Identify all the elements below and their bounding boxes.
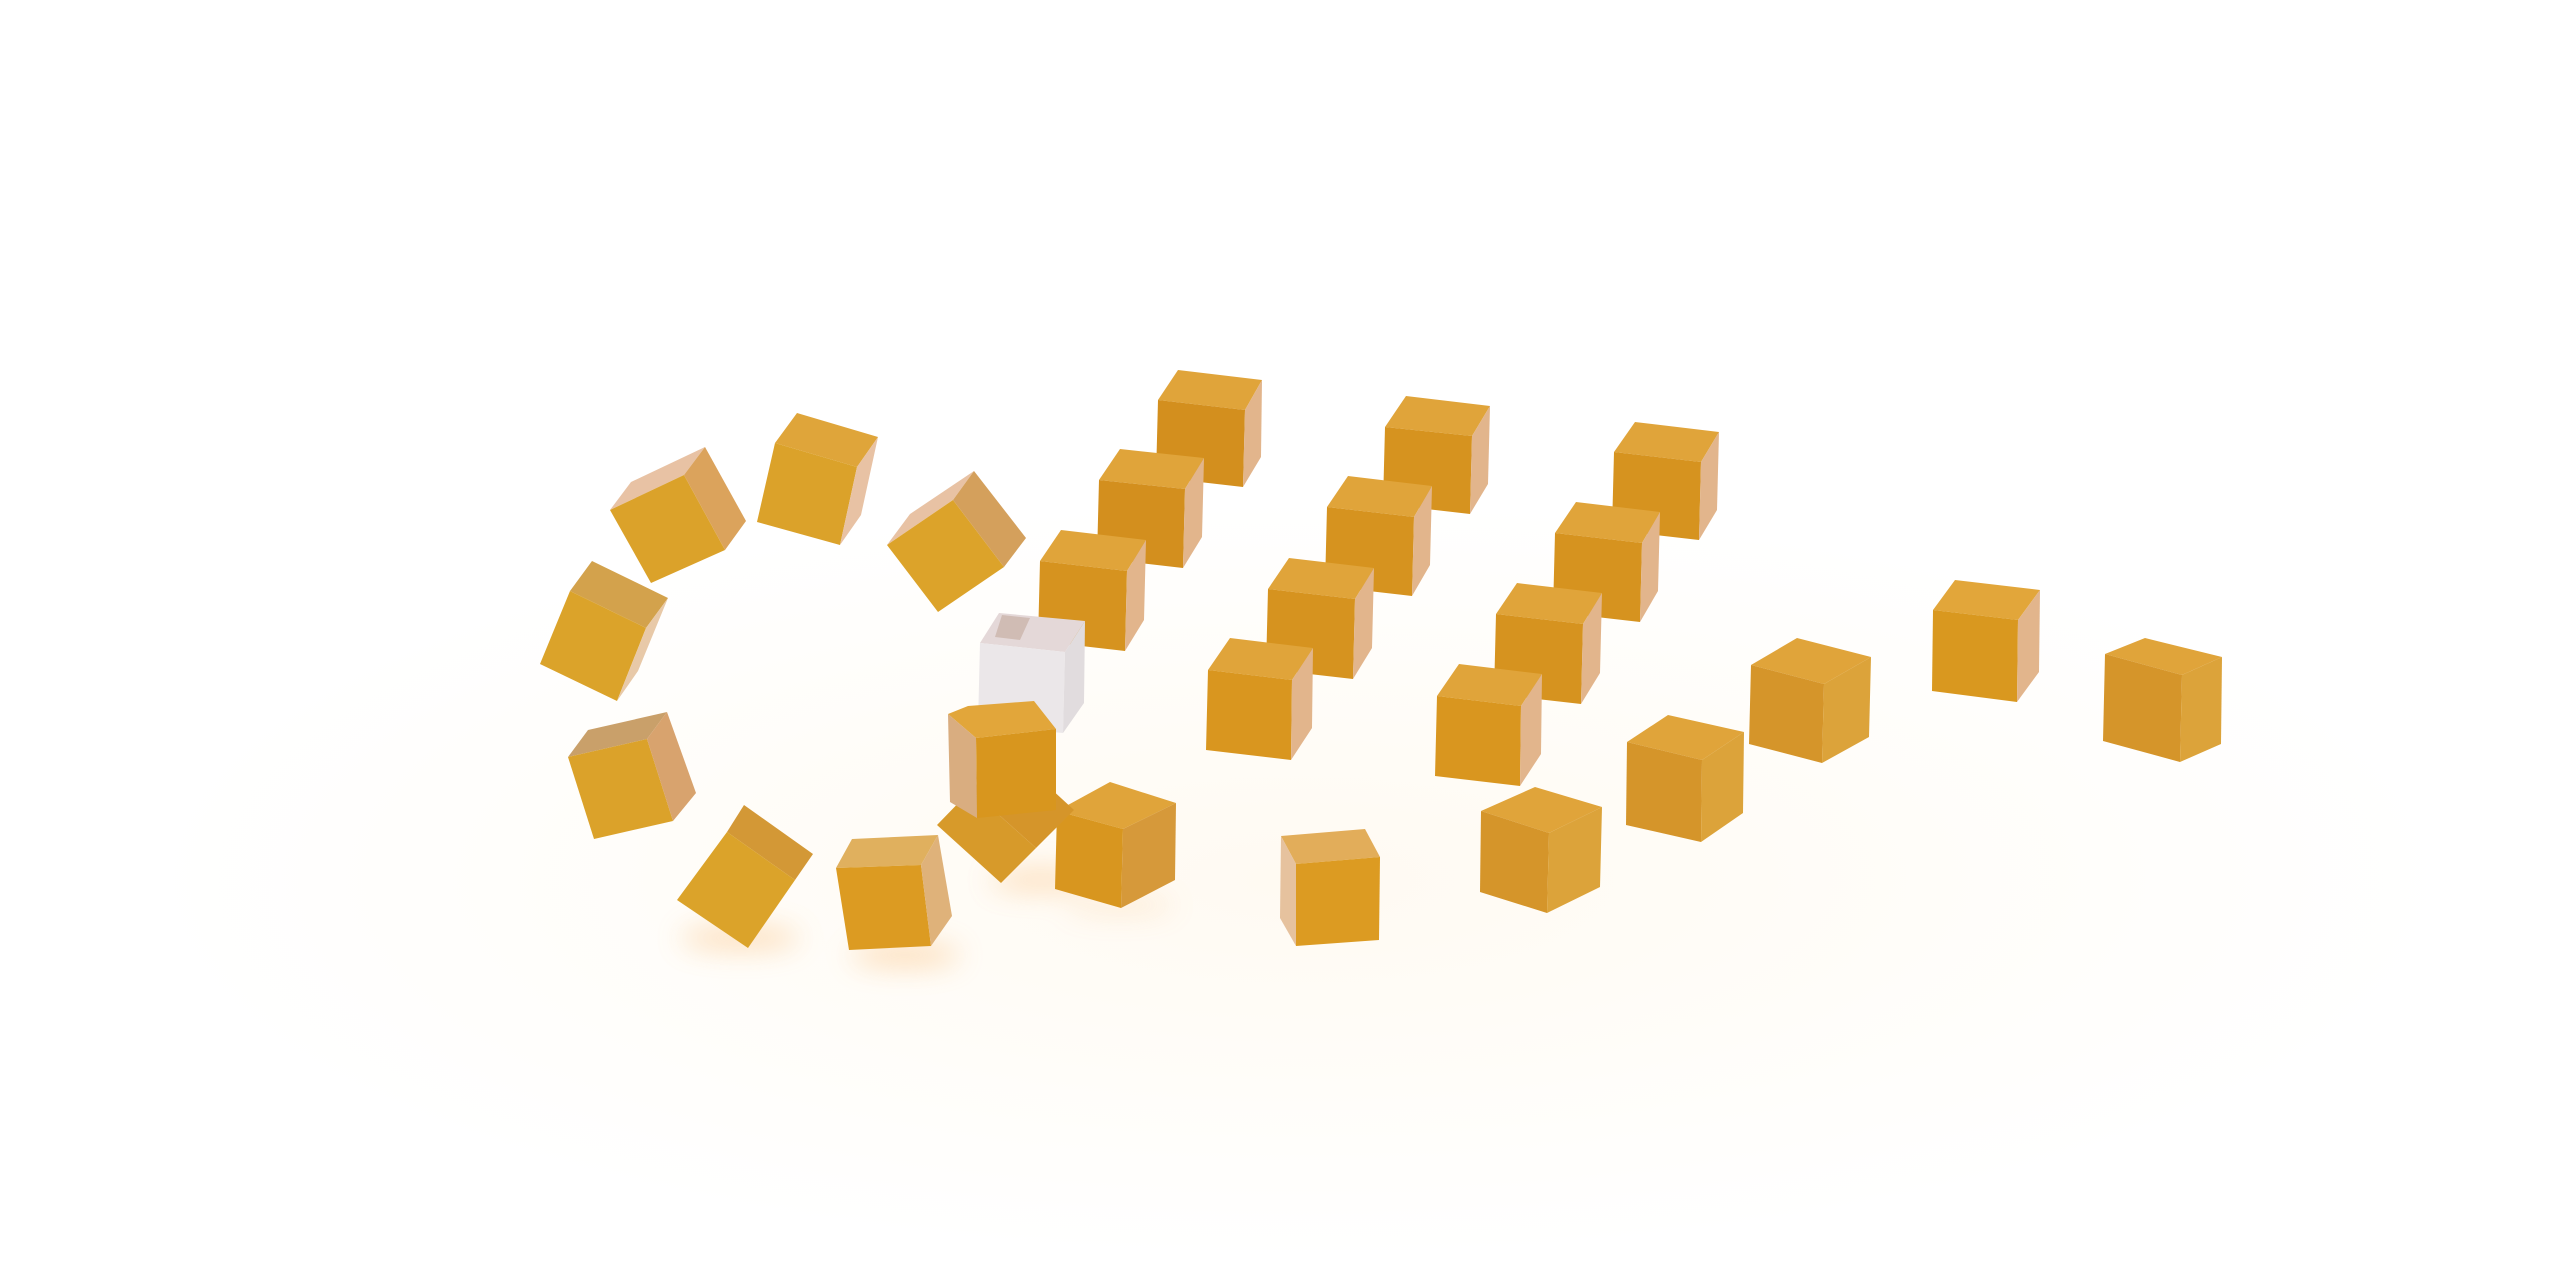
cube bbox=[1626, 715, 1744, 842]
cube bbox=[2103, 638, 2222, 762]
cube bbox=[1280, 829, 1380, 946]
cube bbox=[1749, 638, 1871, 763]
cube bbox=[948, 701, 1056, 818]
cube bbox=[1435, 664, 1542, 786]
cube bbox=[677, 805, 813, 948]
cube bbox=[757, 413, 878, 545]
cube bbox=[568, 712, 696, 839]
cube bbox=[1480, 787, 1602, 913]
cube bbox=[540, 561, 668, 701]
cube bbox=[1206, 638, 1313, 760]
cube bbox=[836, 835, 952, 950]
cube bbox=[1932, 580, 2040, 702]
cube bbox=[610, 447, 746, 583]
cube bbox=[1055, 782, 1176, 908]
cube bbox=[887, 471, 1026, 612]
